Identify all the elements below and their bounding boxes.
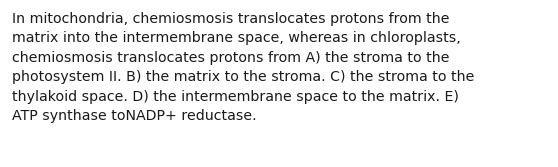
Text: In mitochondria, chemiosmosis translocates protons from the
matrix into the inte: In mitochondria, chemiosmosis translocat…	[12, 12, 475, 123]
